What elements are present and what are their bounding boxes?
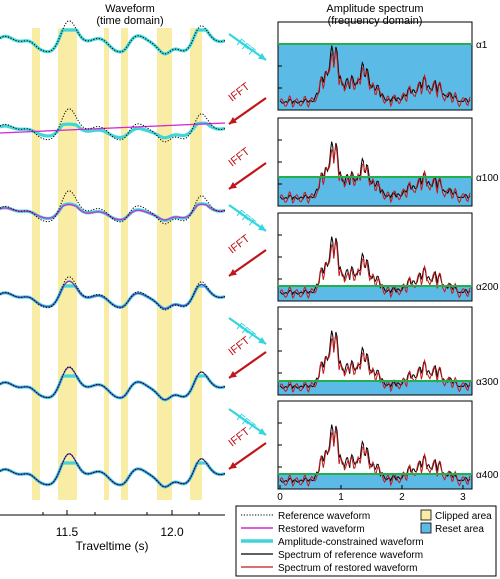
legend-sample-reset xyxy=(420,522,432,534)
legend-label: Reference waveform xyxy=(278,511,370,522)
spectrum-title-line1: Amplitude spectrum xyxy=(326,3,424,15)
legend-label: Restored waveform xyxy=(278,524,365,535)
alpha-label: α200 xyxy=(476,282,499,293)
alpha-label: α400 xyxy=(476,470,499,481)
clipped-area-band xyxy=(157,28,172,500)
fft-arrow xyxy=(228,204,267,232)
spectrum-xtick-label: 0 xyxy=(277,492,283,503)
spectrum-of-restored xyxy=(279,49,471,109)
reference-waveform xyxy=(0,453,225,488)
ifft-label: IFFT xyxy=(226,232,252,256)
ifft-arrow xyxy=(228,249,267,277)
waveform-title-line2: (time domain) xyxy=(96,15,164,27)
spectrum-panel-3: α200 xyxy=(277,212,499,302)
spectrum-panel-5: α400 xyxy=(277,400,499,490)
clipped-area-band xyxy=(32,28,40,500)
waveform-trace-3 xyxy=(0,190,225,225)
legend-sample-clipped xyxy=(420,509,432,521)
waveform-trace-5 xyxy=(0,366,225,402)
ifft-label: IFFT xyxy=(226,80,252,104)
spectrum-of-restored xyxy=(279,334,471,394)
fft-arrow xyxy=(228,408,267,436)
fft-arrow-head xyxy=(258,337,266,344)
reference-waveform xyxy=(0,276,225,311)
restored-waveform xyxy=(0,122,225,134)
ifft-arrow-head xyxy=(229,182,237,189)
legend-label: Amplitude-constrained waveform xyxy=(278,537,424,548)
legend-label: Reset area xyxy=(435,524,484,535)
ifft-arrow xyxy=(228,351,267,379)
reset-area xyxy=(278,44,472,110)
ifft-arrow-head xyxy=(229,117,237,124)
waveform-trace-6 xyxy=(0,453,225,489)
clipped-area-band xyxy=(190,28,202,500)
clipped-area-band xyxy=(58,28,77,500)
spectrum-axes: α1α100α200α300α4000123Frequency (Hz) xyxy=(277,21,499,517)
spectrum-xtick-label: 3 xyxy=(460,492,466,503)
spectrum-panel-4: α300 xyxy=(277,306,499,396)
waveform-trace-4 xyxy=(0,276,225,311)
clipped-area-band xyxy=(121,28,128,500)
reset-area xyxy=(278,381,472,395)
reference-waveform xyxy=(0,366,225,401)
fft-arrow xyxy=(228,33,267,61)
waveform-xtick-label: 11.5 xyxy=(56,525,79,539)
legend-label: Spectrum of reference waveform xyxy=(278,550,423,561)
waveform-trace-1 xyxy=(0,20,225,56)
spectrum-title: Amplitude spectrum (frequency domain) xyxy=(270,3,480,27)
ifft-arrow xyxy=(228,442,267,470)
alpha-label: α100 xyxy=(476,173,499,184)
ifft-label: IFFT xyxy=(226,145,252,169)
legend-frame xyxy=(235,505,497,577)
waveform-title-line1: Waveform xyxy=(105,3,155,15)
ifft-arrow-head xyxy=(229,462,237,469)
waveform-title: Waveform (time domain) xyxy=(40,3,220,27)
reference-waveform xyxy=(0,108,225,143)
restored-waveform xyxy=(0,203,225,221)
fft-arrow xyxy=(228,317,267,345)
reset-area xyxy=(278,177,472,206)
waveform-xtick-label: 12.0 xyxy=(160,525,184,539)
spectrum-xtick-label: 2 xyxy=(399,492,405,503)
ifft-arrow xyxy=(228,162,267,190)
waveform-axes: 11.5 12.0 Traveltime (s) xyxy=(0,20,225,553)
clipped-area-band xyxy=(104,28,109,500)
fft-arrow-head xyxy=(258,428,266,435)
reference-waveform xyxy=(0,20,225,55)
spectrum-of-restored xyxy=(279,145,471,205)
reset-area xyxy=(278,286,472,301)
waveform-plot-area xyxy=(0,20,225,500)
waveform-trace-2 xyxy=(0,108,225,143)
reference-waveform xyxy=(0,190,225,225)
waveform-xlabel: Traveltime (s) xyxy=(76,539,149,553)
legend-box: Reference waveform Clipped area Restored w… xyxy=(235,505,497,577)
alpha-label: α1 xyxy=(476,40,488,51)
spectrum-title-line2: (frequency domain) xyxy=(327,15,423,27)
amplitude-constrained-waveform xyxy=(0,121,225,140)
reset-area xyxy=(278,474,472,489)
ifft-arrow-head xyxy=(229,269,237,276)
fft-arrow-head xyxy=(258,224,266,231)
spectrum-xtick-label: 1 xyxy=(338,492,344,503)
ifft-arrow xyxy=(228,97,267,125)
legend-label: Spectrum of restored waveform xyxy=(278,563,418,574)
ifft-arrow-head xyxy=(229,371,237,378)
fft-arrow-head xyxy=(258,53,266,60)
legend-label: Clipped area xyxy=(435,511,492,522)
spectrum-panel-2: α100 xyxy=(277,117,499,207)
alpha-label: α300 xyxy=(476,377,499,388)
spectrum-panel-1: α1 xyxy=(277,21,488,111)
